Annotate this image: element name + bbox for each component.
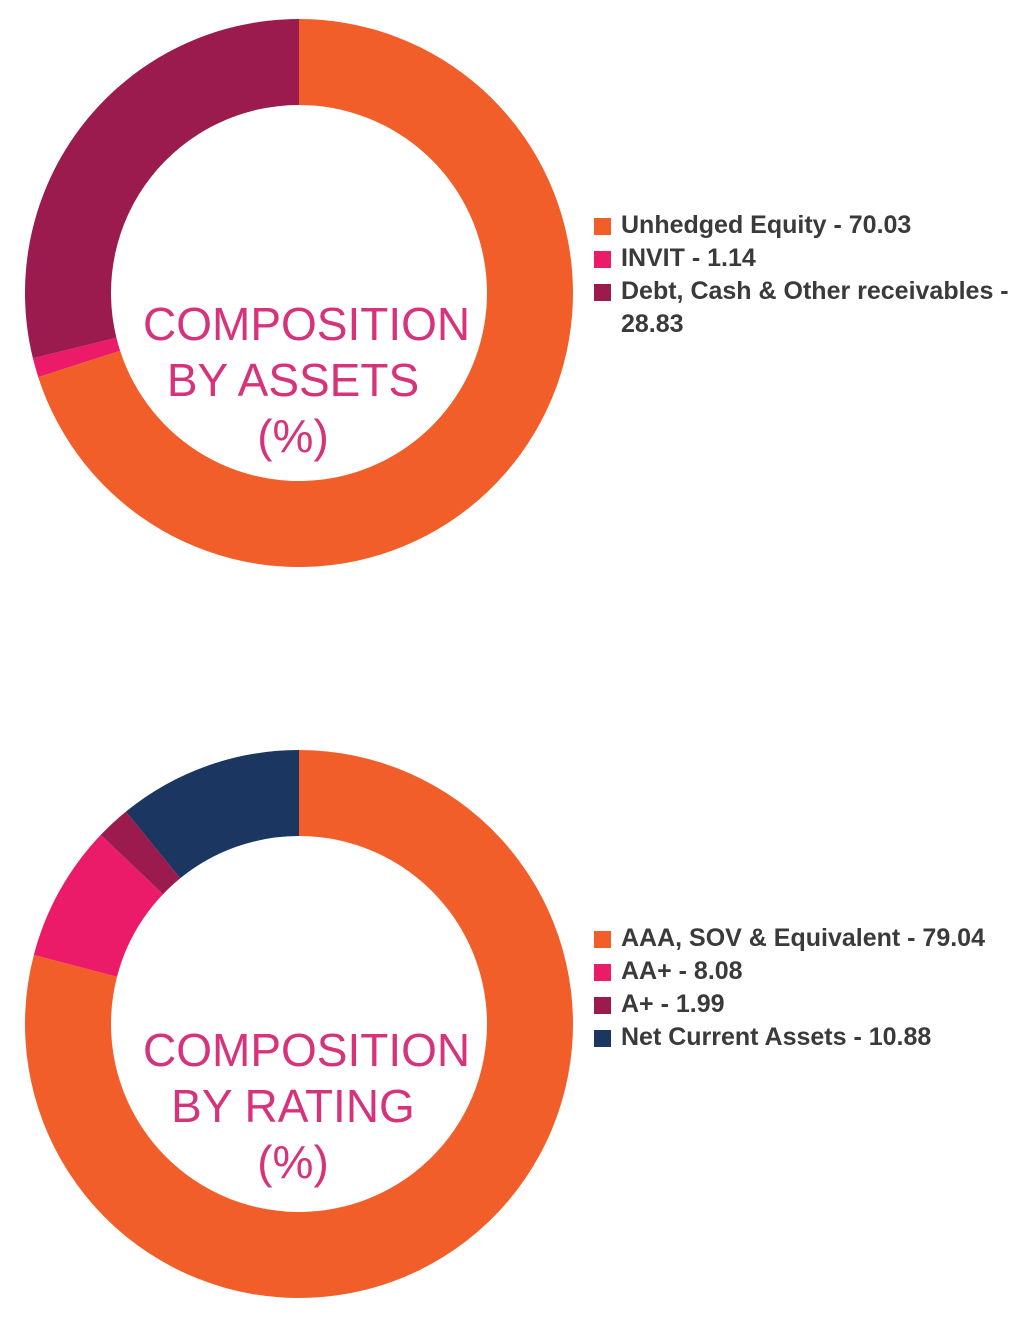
- donut-slice-unhedged-equity: [38, 19, 573, 567]
- legend-item-a-plus: A+ - 1.99: [594, 988, 1021, 1021]
- donut-slice-aaa-sov-equivalent: [25, 750, 573, 1298]
- legend-item-aaa-sov: AAA, SOV & Equivalent - 79.04: [594, 922, 1021, 955]
- legend-swatch: [594, 218, 611, 235]
- legend-item-unhedged-equity: Unhedged Equity - 70.03: [594, 209, 1021, 242]
- legend-label: A+ - 1.99: [621, 990, 725, 1018]
- rating-title-line-3: (%): [257, 1136, 329, 1188]
- rating-donut: [25, 750, 573, 1298]
- assets-title-line-3: (%): [257, 410, 329, 462]
- legend-item-net-current-assets: Net Current Assets - 10.88: [594, 1021, 1021, 1054]
- composition-by-assets-chart: COMPOSITION BY ASSETS (%) Unhedged Equit…: [0, 0, 1031, 590]
- legend-label: INVIT - 1.14: [621, 244, 756, 272]
- donut-slice-invit: [32, 337, 121, 378]
- legend-label: Debt, Cash & Other receivables - 28.83: [621, 277, 1009, 338]
- assets-title-line-1: COMPOSITION: [143, 298, 471, 350]
- donut-slice-a: [100, 811, 181, 895]
- rating-title-line-1: COMPOSITION: [143, 1024, 471, 1076]
- donut-slice-net-current-assets: [125, 750, 299, 879]
- legend-swatch: [594, 251, 611, 268]
- assets-donut: [24, 19, 573, 567]
- legend-item-aa-plus: AA+ - 8.08: [594, 955, 1021, 988]
- legend-swatch: [594, 284, 611, 301]
- donut-slice-aa: [33, 834, 163, 977]
- legend-label: AA+ - 8.08: [621, 957, 743, 985]
- legend-label: Unhedged Equity - 70.03: [621, 211, 912, 239]
- legend-item-invit: INVIT - 1.14: [594, 242, 1021, 275]
- rating-title-line-2: BY RATING: [171, 1080, 415, 1132]
- legend-label: AAA, SOV & Equivalent - 79.04: [621, 924, 985, 952]
- legend-swatch: [594, 997, 611, 1014]
- rating-legend: AAA, SOV & Equivalent - 79.04 AA+ - 8.08…: [594, 922, 1021, 1054]
- assets-title-line-2: BY ASSETS: [166, 354, 420, 406]
- assets-legend: Unhedged Equity - 70.03 INVIT - 1.14 Deb…: [594, 209, 1021, 341]
- donut-slice-debt-cash-other-receivables: [24, 19, 299, 359]
- legend-label: Net Current Assets - 10.88: [621, 1023, 932, 1051]
- rating-center-title: COMPOSITION BY RATING (%): [143, 1022, 471, 1190]
- legend-swatch: [594, 964, 611, 981]
- assets-center-title: COMPOSITION BY ASSETS (%): [143, 296, 471, 464]
- legend-item-debt-cash: Debt, Cash & Other receivables - 28.83: [594, 275, 1021, 341]
- composition-by-rating-chart: COMPOSITION BY RATING (%) AAA, SOV & Equ…: [0, 730, 1031, 1317]
- legend-swatch: [594, 931, 611, 948]
- legend-swatch: [594, 1030, 611, 1047]
